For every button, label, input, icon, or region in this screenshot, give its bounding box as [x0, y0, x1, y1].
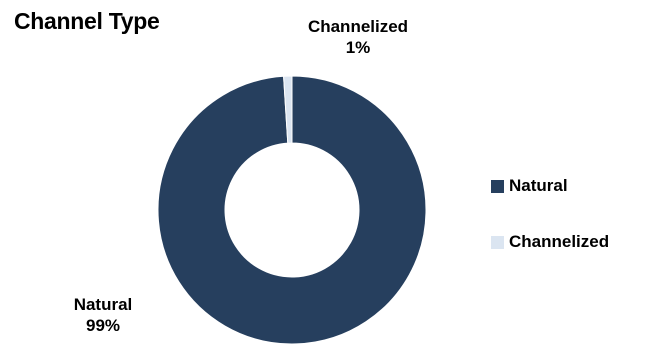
data-label-channelized-value: 1%	[345, 38, 371, 57]
legend-label-channelized: Channelized	[509, 232, 610, 251]
legend-label-natural: Natural	[509, 176, 568, 195]
legend-item-channelized: Channelized	[491, 230, 609, 254]
data-label-channelized: Channelized 1%	[283, 16, 433, 58]
data-label-natural-category: Natural	[73, 295, 133, 314]
data-label-natural-value: 99%	[85, 316, 121, 335]
data-label-channelized-category: Channelized	[307, 17, 409, 36]
legend: Natural Channelized	[491, 174, 609, 286]
chart-title: Channel Type	[14, 8, 160, 34]
pie-slice-natural	[157, 75, 427, 344]
legend-item-natural: Natural	[491, 174, 609, 198]
legend-swatch-channelized	[491, 235, 504, 249]
data-label-natural: Natural 99%	[48, 294, 158, 336]
legend-swatch-natural	[491, 179, 504, 193]
pie-slice-channelized	[283, 75, 293, 144]
